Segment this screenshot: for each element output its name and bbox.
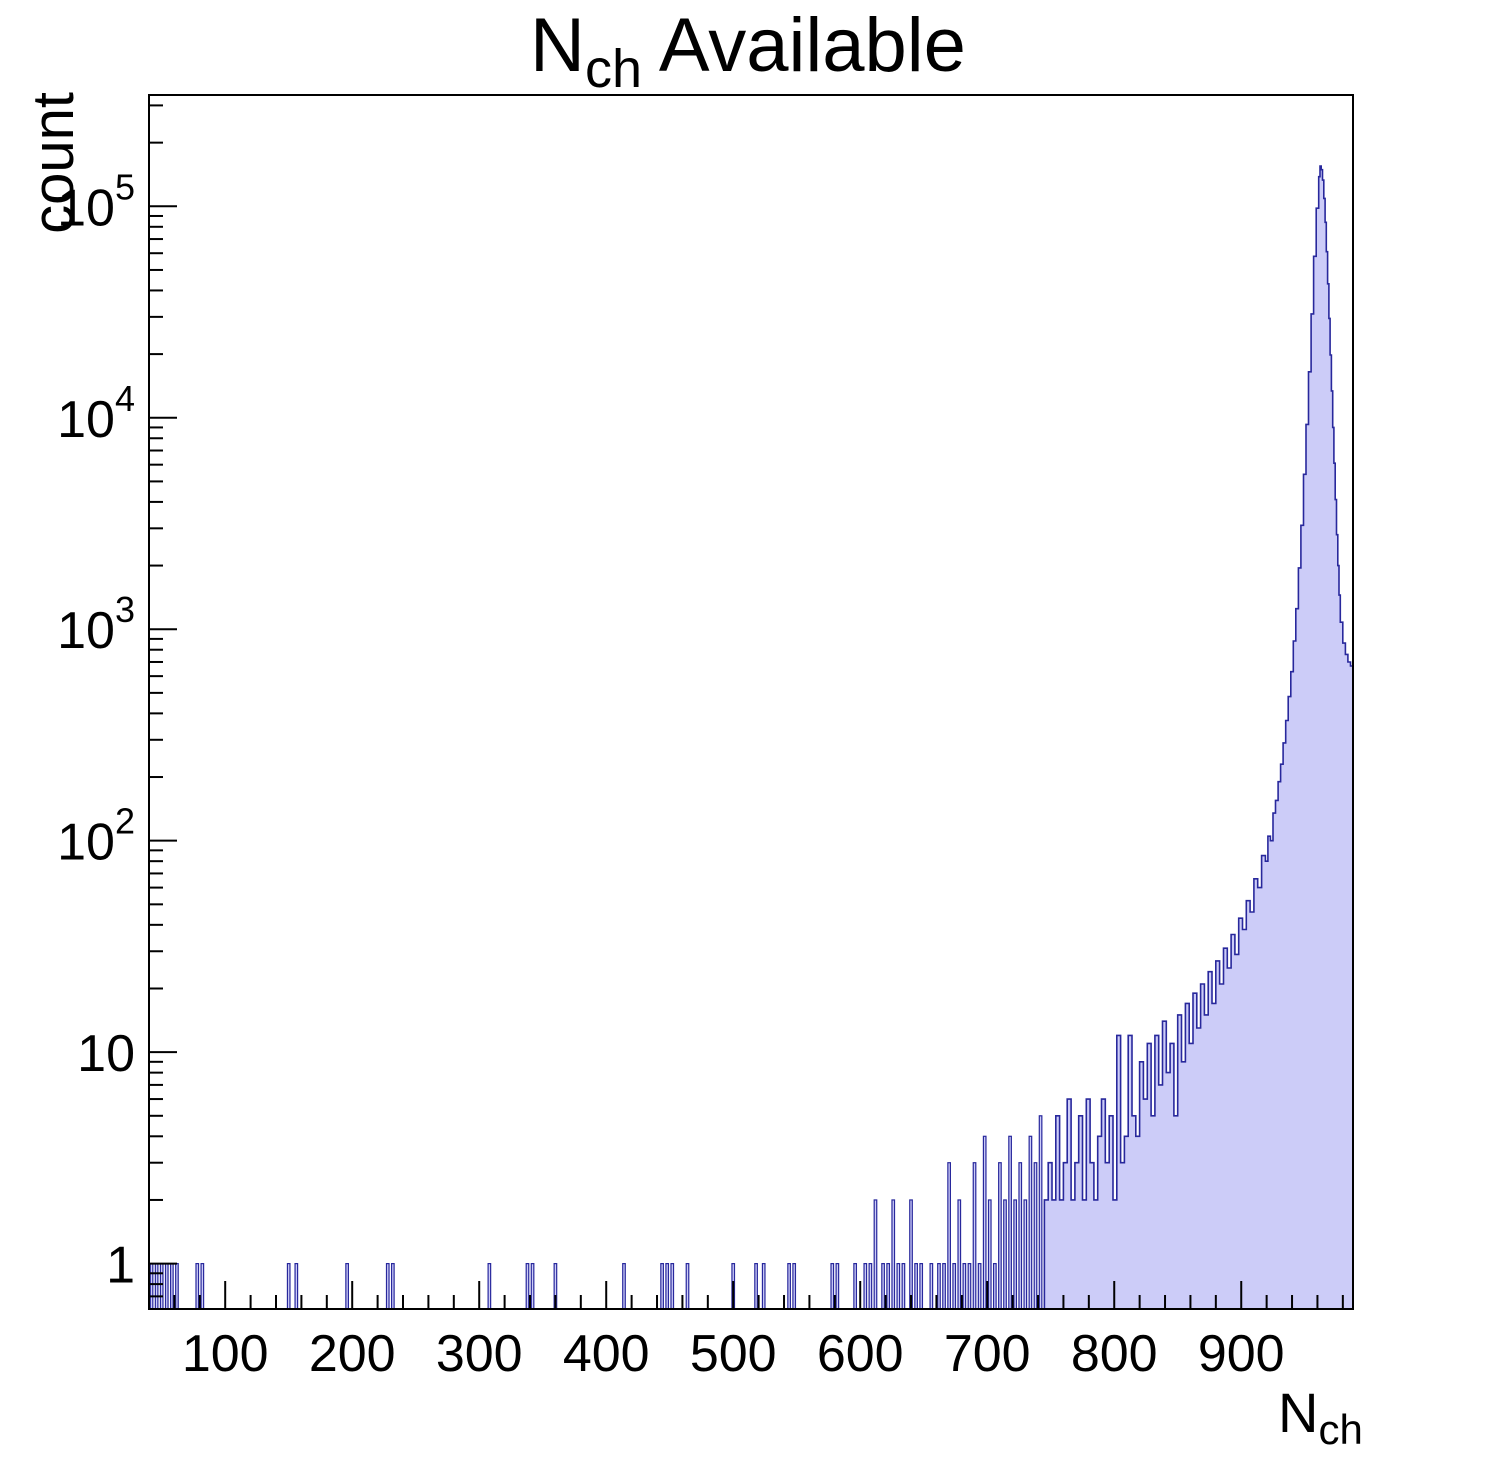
histogram-spike-bin — [787, 1263, 791, 1310]
histogram-spike-bin — [294, 1263, 299, 1310]
histogram-spike-bin — [947, 1162, 951, 1310]
histogram-spike-bin — [195, 1263, 200, 1310]
x-tick-label: 800 — [1071, 1325, 1158, 1383]
histogram-spike-bin — [853, 1263, 858, 1310]
x-tick-label: 900 — [1198, 1325, 1285, 1383]
histogram-spike-bin — [754, 1263, 758, 1310]
histogram-spike-bin — [998, 1162, 1002, 1310]
histogram-spike-bin — [919, 1263, 924, 1310]
histogram-spike-bin — [1008, 1135, 1012, 1310]
y-tick-label: 105 — [57, 166, 135, 237]
histogram-spike-bin — [487, 1263, 492, 1310]
histogram-spike-bin — [835, 1263, 840, 1310]
x-tick-label: 600 — [817, 1325, 904, 1383]
histogram-spike-bin — [286, 1263, 291, 1310]
histogram-spike-bin — [942, 1263, 946, 1310]
histogram-spike-bin — [891, 1199, 896, 1310]
y-tick-label: 103 — [57, 589, 135, 660]
histogram-envelope — [1043, 165, 1354, 1310]
histogram-spike-bin — [345, 1263, 349, 1310]
x-tick-label: 200 — [309, 1325, 396, 1383]
histogram-spike-bin — [1028, 1135, 1033, 1310]
histogram-spike-bin — [929, 1263, 934, 1310]
histogram-spike-bin — [881, 1263, 885, 1310]
histogram-spike-bin — [1003, 1199, 1007, 1310]
histogram-spike-bin — [987, 1199, 992, 1310]
y-tick-label: 104 — [57, 378, 135, 449]
histogram-spike-bin — [385, 1263, 390, 1310]
x-tick-label: 500 — [690, 1325, 777, 1383]
x-tick-label: 300 — [436, 1325, 523, 1383]
histogram-spike-bin — [896, 1263, 901, 1310]
histogram-spike-bin — [175, 1263, 179, 1310]
histogram-spike-bin — [159, 1263, 164, 1310]
histogram-spike-bin — [622, 1263, 626, 1310]
histogram-spike-bin — [525, 1263, 530, 1310]
histogram-spike-bin — [1018, 1162, 1023, 1310]
histogram-spike-bin — [914, 1263, 918, 1310]
chart-title-prefix: N — [530, 3, 585, 88]
histogram-spike-bin — [972, 1162, 977, 1310]
histogram-spike-bin — [873, 1199, 878, 1310]
x-tick-label: 400 — [563, 1325, 650, 1383]
y-tick-label: 10 — [77, 1025, 135, 1083]
histogram-spike-bin — [901, 1263, 906, 1310]
y-tick-label: 1 — [106, 1237, 135, 1295]
histogram-spike-bin — [967, 1263, 972, 1310]
x-tick-label: 700 — [944, 1325, 1031, 1383]
histogram-spike-bin — [792, 1263, 797, 1310]
histogram-spike-bin — [685, 1263, 690, 1310]
histogram-spike-bin — [200, 1263, 205, 1310]
histogram-spike-bin — [665, 1263, 670, 1310]
histogram-spike-bin — [952, 1263, 957, 1310]
histogram-spike-bin — [164, 1263, 169, 1310]
histogram-spike-bin — [909, 1199, 913, 1310]
histogram-spike-bin — [1023, 1199, 1028, 1310]
chart-title-subscript: ch — [584, 39, 642, 100]
chart-title-suffix: Available — [641, 3, 966, 88]
histogram-spike-bin — [863, 1263, 868, 1310]
x-axis-label-prefix: N — [1278, 1381, 1319, 1444]
x-tick-label: 100 — [182, 1325, 269, 1383]
histogram-spike-bin — [530, 1263, 535, 1310]
histogram-spike-bin — [937, 1263, 941, 1310]
histogram-spike-bin — [992, 1263, 997, 1310]
histogram-spike-bin — [977, 1263, 982, 1310]
histogram-spike-bin — [1038, 1115, 1043, 1310]
y-tick-label: 102 — [57, 801, 135, 872]
histogram-spike-bin — [154, 1263, 159, 1310]
histogram-spike-bin — [1013, 1199, 1018, 1310]
plot-frame — [148, 94, 1354, 1310]
x-axis-label: Nch — [1278, 1380, 1363, 1454]
histogram-spike-bin — [957, 1199, 962, 1310]
chart-title: Nch Available — [0, 6, 1496, 98]
histogram-spike-bin — [962, 1263, 967, 1310]
histogram-spike-bin — [761, 1263, 766, 1310]
histogram-spike-bin — [868, 1263, 873, 1310]
histogram-spike-bin — [886, 1263, 891, 1310]
x-axis-label-subscript: ch — [1318, 1406, 1363, 1454]
histogram-spike-bin — [670, 1263, 675, 1310]
histogram-spike-bin — [1033, 1162, 1038, 1310]
histogram-spike-bin — [660, 1263, 664, 1310]
histogram-spike-bin — [149, 1263, 154, 1310]
histogram-spike-bin — [169, 1263, 174, 1310]
y-axis-label: count — [21, 92, 86, 234]
histogram-spike-bin — [390, 1263, 395, 1310]
histogram-spike-bin — [982, 1135, 987, 1310]
histogram-spike-bin — [830, 1263, 835, 1310]
